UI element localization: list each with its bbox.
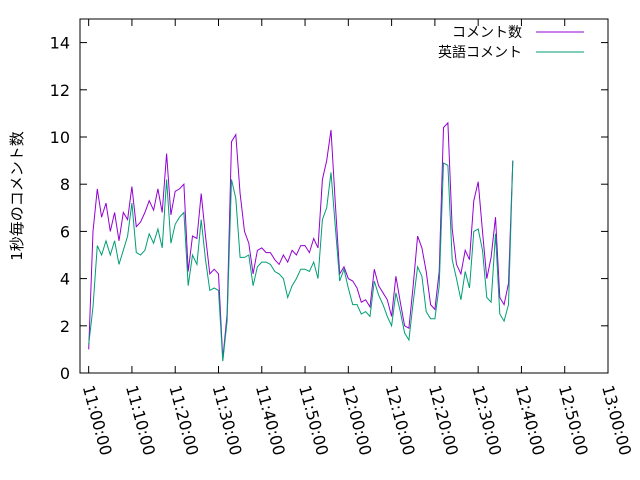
x-tick-label: 12:10:00 bbox=[382, 383, 419, 457]
y-axis-ticks: 0 2 4 6 8 10 12 14 bbox=[50, 34, 608, 383]
x-tick-label: 11:10:00 bbox=[122, 383, 159, 457]
x-tick-label: 11:20:00 bbox=[165, 383, 202, 457]
x-tick-label: 12:20:00 bbox=[425, 383, 462, 457]
plot-frame bbox=[79, 18, 609, 374]
x-tick-label: 12:30:00 bbox=[468, 383, 505, 457]
plot-border bbox=[79, 18, 609, 374]
series-line-1 bbox=[88, 121, 514, 359]
x-tick-label: 12:50:00 bbox=[555, 383, 592, 457]
legend-label-1: コメント数 bbox=[452, 25, 522, 41]
x-tick-label: 13:00:00 bbox=[598, 383, 635, 457]
y-axis-label: 1秒毎のコメント数 bbox=[8, 131, 26, 261]
y-tick-label: 10 bbox=[50, 128, 70, 147]
y-tick-label: 0 bbox=[60, 364, 70, 383]
x-tick-label: 11:50:00 bbox=[295, 383, 332, 457]
x-tick-label: 11:30:00 bbox=[209, 383, 246, 457]
series-line-2 bbox=[88, 160, 514, 362]
y-tick-label: 4 bbox=[60, 270, 70, 289]
x-tick-label: 11:00:00 bbox=[79, 383, 116, 457]
x-tick-label: 11:40:00 bbox=[252, 383, 289, 457]
y-tick-label: 2 bbox=[60, 317, 70, 336]
y-tick-label: 14 bbox=[50, 34, 70, 53]
y-tick-label: 6 bbox=[60, 222, 70, 241]
y-tick-label: 12 bbox=[50, 81, 70, 100]
legend-label-2: 英語コメント bbox=[438, 44, 522, 61]
y-tick-label: 8 bbox=[60, 175, 70, 194]
series-lines bbox=[88, 121, 514, 362]
x-tick-label: 12:40:00 bbox=[512, 383, 549, 457]
x-tick-label: 12:00:00 bbox=[338, 383, 375, 457]
x-axis-ticks: 11:00:00 11:10:00 11:20:00 11:30:00 11:40:00… bbox=[79, 19, 635, 457]
